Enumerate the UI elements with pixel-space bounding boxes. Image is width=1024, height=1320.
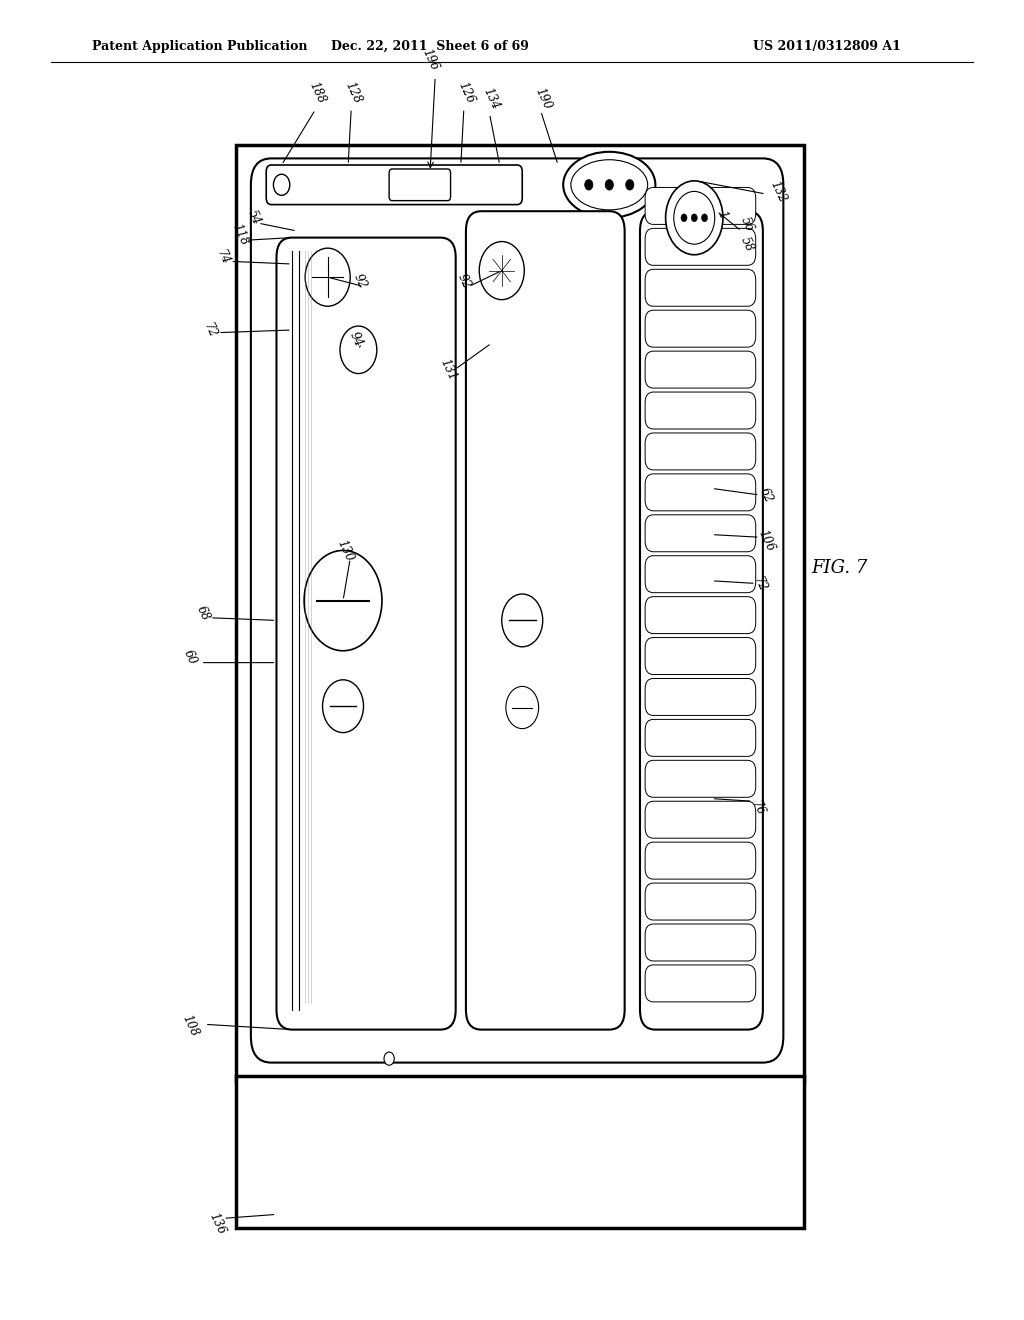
FancyBboxPatch shape <box>276 238 456 1030</box>
FancyBboxPatch shape <box>645 187 756 224</box>
Text: 136: 136 <box>207 1210 227 1237</box>
FancyBboxPatch shape <box>645 842 756 879</box>
Circle shape <box>605 180 613 190</box>
Circle shape <box>585 180 593 190</box>
Ellipse shape <box>571 160 647 210</box>
Circle shape <box>305 248 350 306</box>
Text: 62: 62 <box>757 486 775 504</box>
Circle shape <box>626 180 634 190</box>
Text: US 2011/0312809 A1: US 2011/0312809 A1 <box>754 40 901 53</box>
Text: 126: 126 <box>456 79 476 106</box>
FancyBboxPatch shape <box>645 965 756 1002</box>
Bar <box>236 145 804 1082</box>
FancyBboxPatch shape <box>645 760 756 797</box>
Text: 134: 134 <box>481 86 502 112</box>
FancyBboxPatch shape <box>640 211 763 1030</box>
Circle shape <box>674 191 715 244</box>
Text: 92: 92 <box>351 272 370 290</box>
FancyBboxPatch shape <box>645 801 756 838</box>
Text: 132: 132 <box>768 178 788 205</box>
Text: 92: 92 <box>455 272 473 290</box>
FancyBboxPatch shape <box>645 392 756 429</box>
Text: 190: 190 <box>532 86 553 112</box>
Text: 1: 1 <box>715 209 729 222</box>
FancyBboxPatch shape <box>645 351 756 388</box>
Text: 60: 60 <box>181 648 200 667</box>
FancyBboxPatch shape <box>645 228 756 265</box>
Circle shape <box>304 550 382 651</box>
Text: 188: 188 <box>307 79 328 106</box>
Text: 106: 106 <box>756 528 776 554</box>
FancyBboxPatch shape <box>251 158 783 1063</box>
FancyBboxPatch shape <box>645 433 756 470</box>
FancyBboxPatch shape <box>645 597 756 634</box>
Circle shape <box>479 242 524 300</box>
Text: 94: 94 <box>347 330 366 348</box>
Text: 108: 108 <box>180 1012 201 1039</box>
Circle shape <box>502 594 543 647</box>
Circle shape <box>691 214 697 222</box>
Text: 56: 56 <box>738 215 757 234</box>
Circle shape <box>701 214 708 222</box>
Circle shape <box>323 680 364 733</box>
Text: FIG. 7: FIG. 7 <box>811 558 868 577</box>
Text: 118: 118 <box>229 222 250 248</box>
Text: Patent Application Publication: Patent Application Publication <box>92 40 307 53</box>
Circle shape <box>681 214 687 222</box>
FancyBboxPatch shape <box>645 310 756 347</box>
FancyBboxPatch shape <box>389 169 451 201</box>
Text: 58: 58 <box>738 235 757 253</box>
Text: 54: 54 <box>245 209 263 227</box>
FancyBboxPatch shape <box>645 515 756 552</box>
FancyBboxPatch shape <box>645 883 756 920</box>
Text: 68: 68 <box>194 605 212 623</box>
Text: 76: 76 <box>749 799 767 817</box>
FancyBboxPatch shape <box>645 719 756 756</box>
Text: 131: 131 <box>438 356 459 383</box>
Text: 196: 196 <box>420 46 440 73</box>
Circle shape <box>384 1052 394 1065</box>
FancyBboxPatch shape <box>645 269 756 306</box>
Bar <box>236 1076 804 1228</box>
Text: 128: 128 <box>343 79 364 106</box>
Circle shape <box>666 181 723 255</box>
Ellipse shape <box>563 152 655 218</box>
FancyBboxPatch shape <box>645 474 756 511</box>
FancyBboxPatch shape <box>645 678 756 715</box>
Text: 72: 72 <box>751 576 769 594</box>
FancyBboxPatch shape <box>645 638 756 675</box>
Circle shape <box>340 326 377 374</box>
Text: 72: 72 <box>201 321 219 339</box>
Text: 74: 74 <box>214 248 232 267</box>
FancyBboxPatch shape <box>645 556 756 593</box>
FancyBboxPatch shape <box>266 165 522 205</box>
Circle shape <box>273 174 290 195</box>
Circle shape <box>506 686 539 729</box>
FancyBboxPatch shape <box>645 924 756 961</box>
Text: Dec. 22, 2011  Sheet 6 of 69: Dec. 22, 2011 Sheet 6 of 69 <box>331 40 529 53</box>
FancyBboxPatch shape <box>466 211 625 1030</box>
Text: 130: 130 <box>335 537 355 564</box>
